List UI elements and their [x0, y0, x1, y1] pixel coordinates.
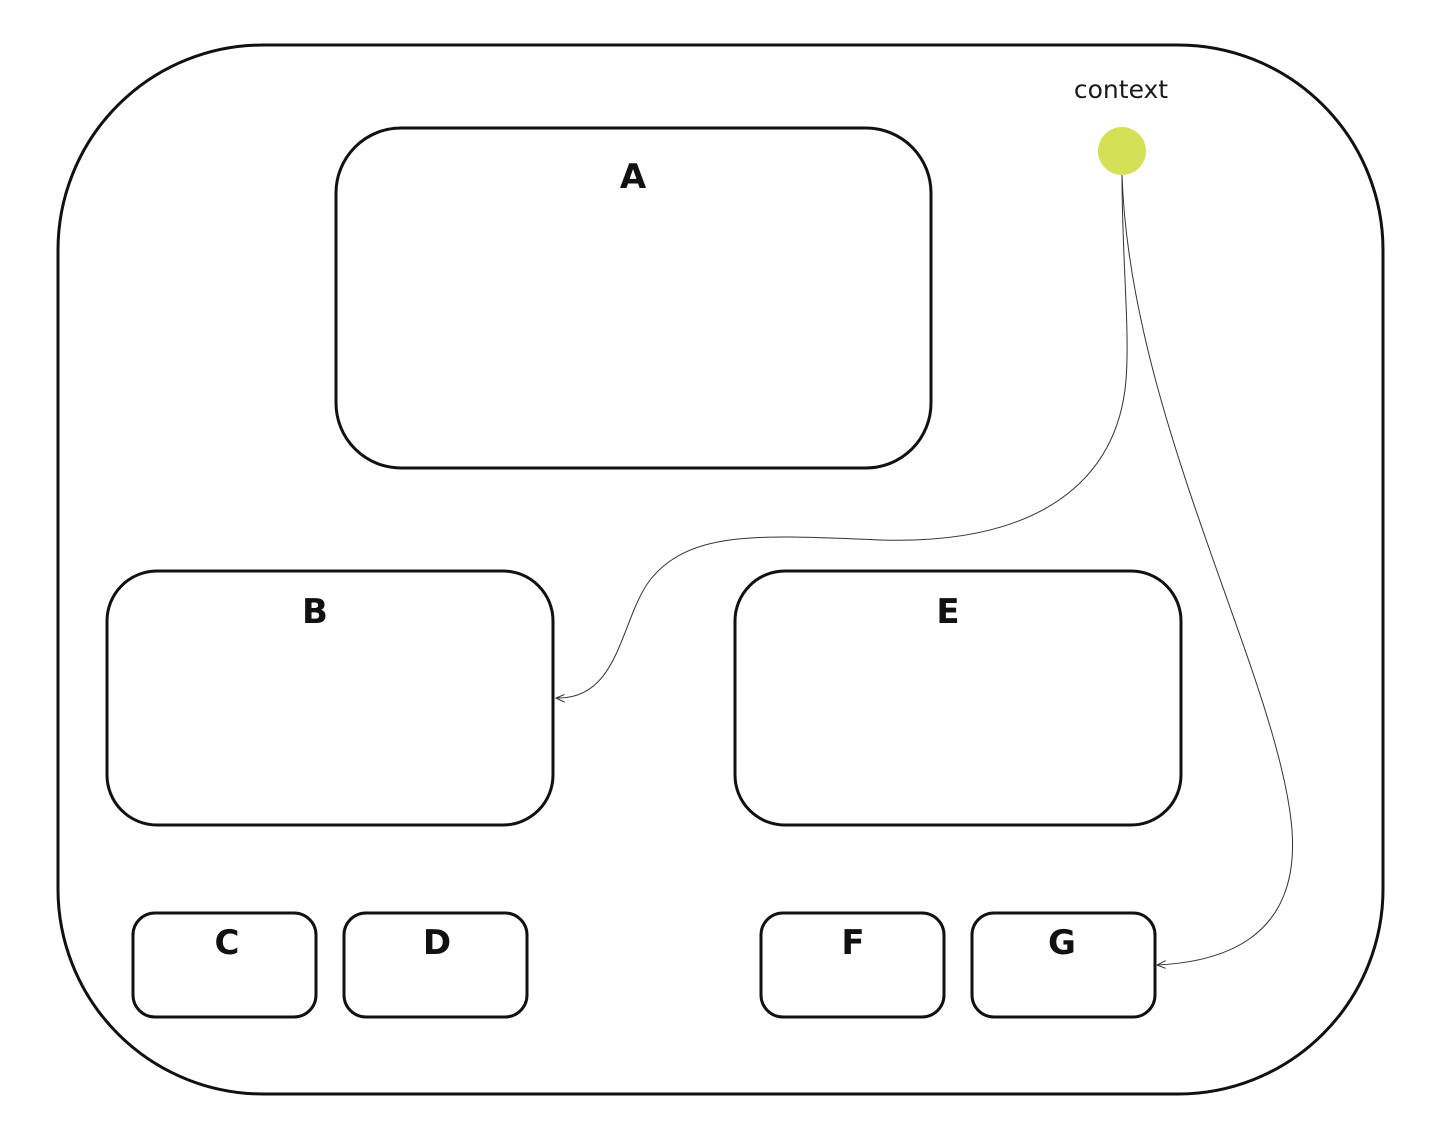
node-g[interactable]: G: [970, 911, 1157, 1019]
node-b-box[interactable]: [105, 569, 555, 827]
node-a[interactable]: A: [334, 126, 933, 470]
node-b[interactable]: B: [105, 569, 555, 827]
edge-context-to-b: [556, 174, 1128, 698]
node-d-label: D: [423, 923, 451, 963]
context-label: context: [1074, 75, 1168, 104]
edge-context-to-g: [1121, 174, 1294, 965]
node-e[interactable]: E: [733, 569, 1183, 827]
node-a-box[interactable]: [334, 126, 933, 470]
node-d-box[interactable]: [342, 911, 529, 1019]
node-g-label: G: [1048, 923, 1076, 963]
node-b-label: B: [302, 592, 328, 632]
context-node[interactable]: [1098, 127, 1146, 175]
node-c[interactable]: C: [131, 911, 318, 1019]
node-f-box[interactable]: [759, 911, 946, 1019]
node-g-box[interactable]: [970, 911, 1157, 1019]
outer-container: [56, 43, 1385, 1096]
node-c-box[interactable]: [131, 911, 318, 1019]
node-e-box[interactable]: [733, 569, 1183, 827]
node-f-label: F: [841, 923, 864, 963]
node-d[interactable]: D: [342, 911, 529, 1019]
node-e-label: E: [936, 592, 959, 632]
node-a-label: A: [620, 157, 647, 197]
node-f[interactable]: F: [759, 911, 946, 1019]
node-c-label: C: [215, 923, 240, 963]
